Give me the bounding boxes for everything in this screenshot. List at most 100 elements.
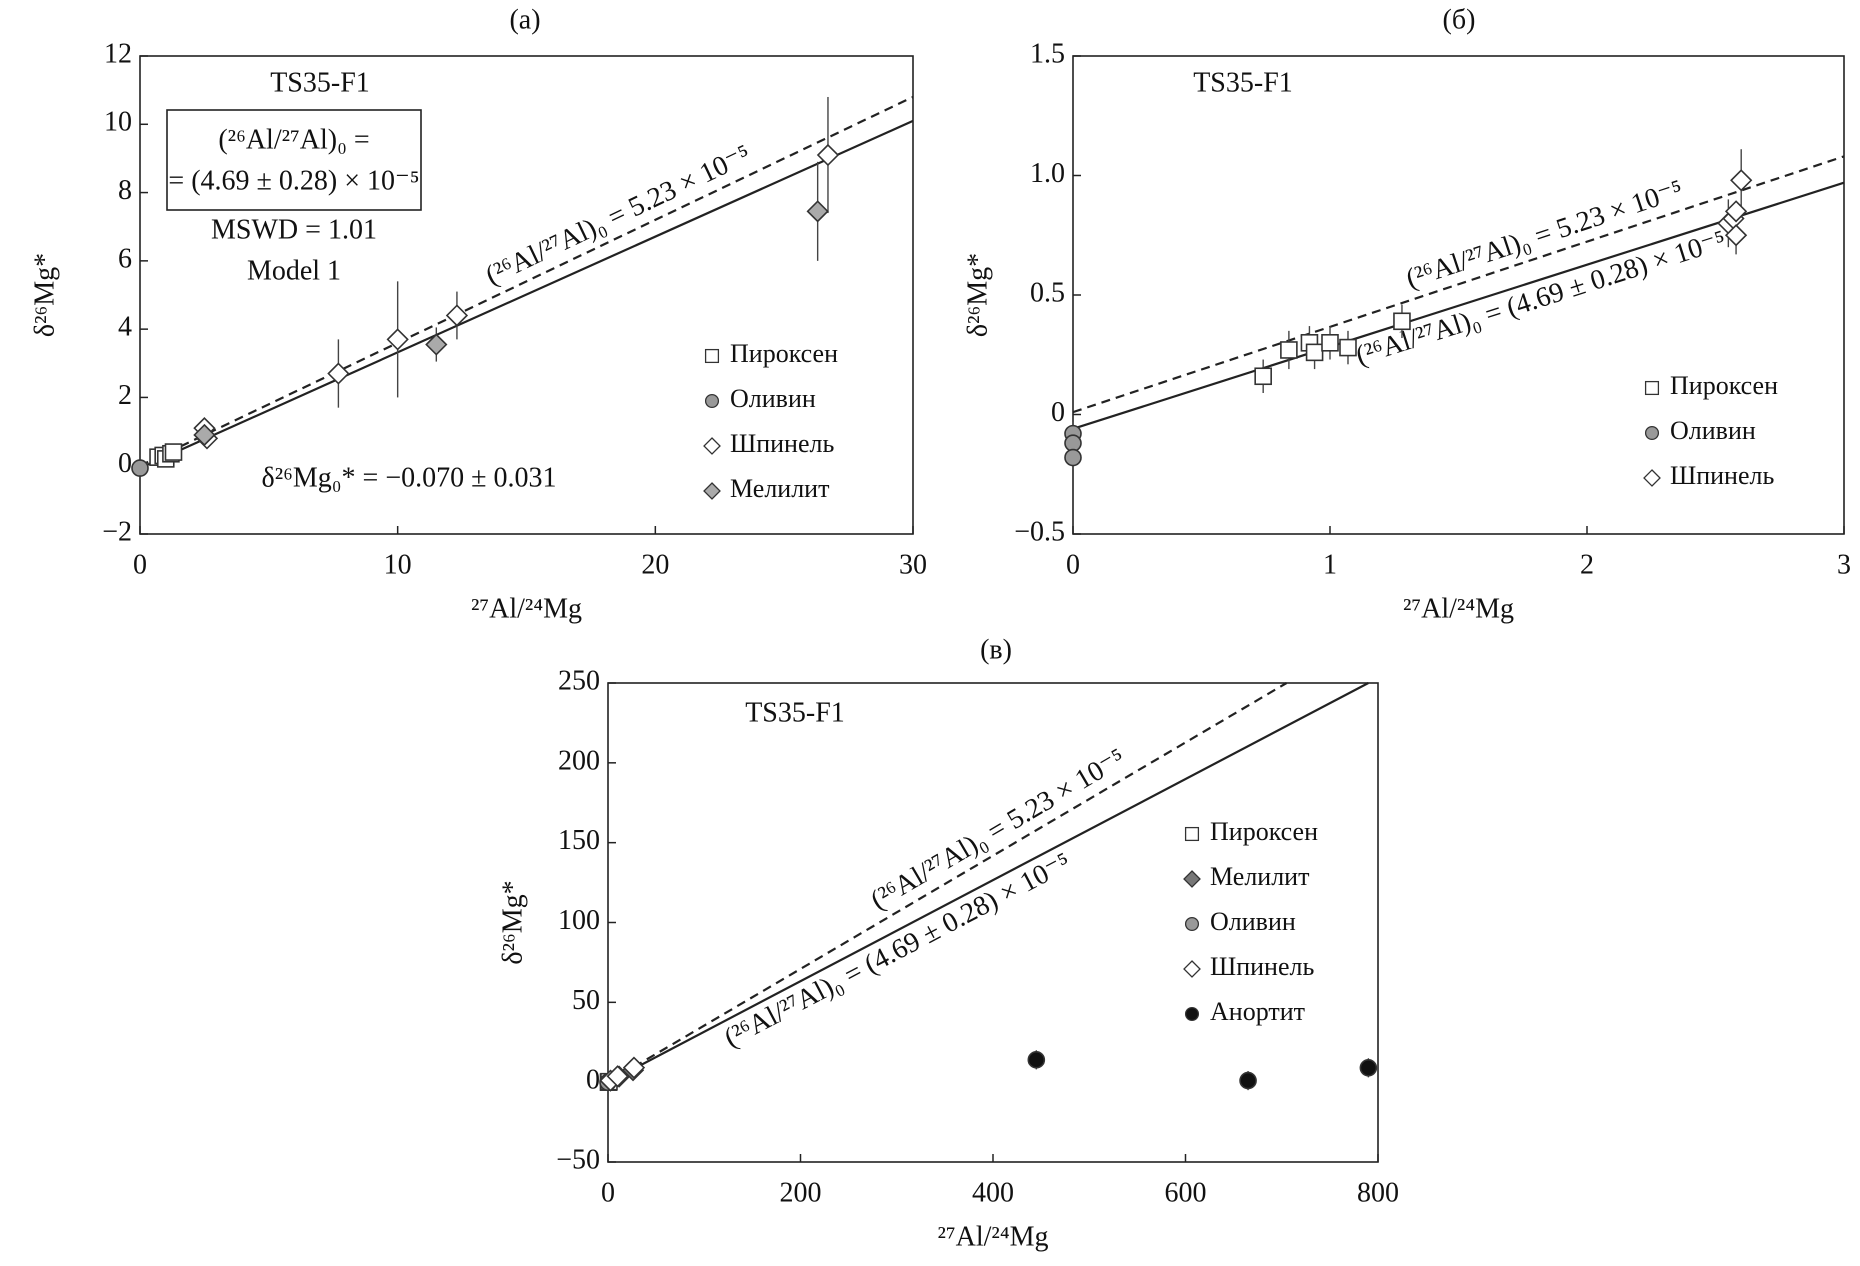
diamond-marker	[806, 200, 829, 223]
legend-entry: Оливин	[704, 384, 816, 413]
legend-label: Шпинель	[730, 429, 834, 458]
x-axis-label: ²⁷Al/²⁴Mg	[938, 1221, 1049, 1252]
legend-entry: Пироксен	[1184, 817, 1318, 846]
annotation: δ²⁶Mg₀* = −0.070 ± 0.031	[262, 462, 557, 493]
x-tick-label: 1	[1323, 549, 1337, 580]
annotation: MSWD = 1.01	[211, 214, 377, 245]
panel-label: (б)	[1443, 4, 1476, 35]
square-marker	[1280, 341, 1298, 359]
legend-entry: Оливин	[1184, 907, 1296, 936]
panel-title: TS35-F1	[1193, 67, 1293, 98]
annotation: = (4.69 ± 0.28) × 10⁻⁵	[168, 165, 419, 196]
x-tick-label: 800	[1357, 1177, 1399, 1208]
legend-entry: Пироксен	[704, 339, 838, 368]
annotation-box	[166, 109, 422, 211]
diamond-marker	[425, 333, 448, 356]
legend-label: Оливин	[730, 384, 816, 413]
y-tick-label: 100	[558, 905, 600, 936]
legend-label: Мелилит	[730, 474, 829, 503]
diamond-marker	[445, 304, 469, 327]
y-tick-label: 150	[558, 825, 600, 856]
y-tick-label: 4	[118, 312, 132, 343]
diamond-marker	[327, 362, 350, 385]
legend-marker	[704, 393, 720, 409]
y-tick-label: 0	[1051, 397, 1065, 428]
legend-label: Анортит	[1210, 997, 1305, 1026]
line-label: (²⁶Al/²⁷Al)₀ = 5.23 × 10⁻⁵	[481, 139, 756, 292]
x-tick-label: 10	[384, 549, 412, 580]
annotation: (²⁶Al/²⁷Al)₀ =	[218, 124, 369, 155]
y-tick-label: −0.5	[1014, 516, 1065, 547]
legend-label: Шпинель	[1210, 952, 1314, 981]
circle-marker	[1027, 1051, 1046, 1069]
plot-frame	[139, 55, 914, 535]
legend-label: Пироксен	[730, 339, 838, 368]
circle-marker	[1359, 1058, 1378, 1077]
legend-entry: Мелилит	[1183, 862, 1309, 891]
y-tick-label: 12	[104, 38, 132, 69]
square-marker	[164, 443, 183, 461]
square-marker	[1254, 367, 1272, 386]
diamond-marker	[606, 1065, 629, 1088]
legend-label: Пироксен	[1670, 371, 1778, 400]
x-tick-label: 200	[780, 1177, 822, 1208]
y-tick-label: 1.0	[1030, 158, 1065, 189]
legend-entry: Шпинель	[703, 429, 834, 458]
legend-marker	[1183, 960, 1201, 978]
panel-label: (а)	[509, 4, 540, 35]
y-tick-label: 8	[118, 175, 132, 206]
y-tick-label: 0	[118, 448, 132, 479]
y-tick-label: 2	[118, 380, 132, 411]
y-axis-label: δ²⁶Mg*	[962, 253, 993, 337]
diamond-marker	[386, 328, 409, 351]
circle-marker	[131, 459, 149, 477]
fit-line	[607, 682, 1288, 1084]
annotation: Model 1	[247, 255, 341, 286]
fit-line	[139, 95, 914, 467]
legend-entry: Оливин	[1644, 416, 1756, 445]
y-tick-label: 200	[558, 745, 600, 776]
x-tick-label: 400	[972, 1177, 1014, 1208]
x-tick-label: 0	[1066, 549, 1080, 580]
legend-entry: Анортит	[1184, 997, 1305, 1026]
x-tick-label: 0	[601, 1177, 615, 1208]
y-tick-label: 250	[558, 665, 600, 696]
legend-label: Пироксен	[1210, 817, 1318, 846]
x-tick-label: 0	[133, 549, 147, 580]
legend-marker	[1644, 425, 1660, 441]
diamond-marker	[622, 1056, 646, 1079]
y-tick-label: 0	[586, 1065, 600, 1096]
y-tick-label: 1.5	[1030, 38, 1065, 69]
square-marker	[1393, 312, 1411, 331]
legend-label: Мелилит	[1210, 862, 1309, 891]
x-tick-label: 20	[641, 549, 669, 580]
legend-marker	[1184, 916, 1200, 932]
x-tick-label: 30	[899, 549, 927, 580]
x-tick-label: 3	[1837, 549, 1851, 580]
legend-entry: Шпинель	[1183, 952, 1314, 981]
legend-marker	[1183, 870, 1201, 888]
legend-marker	[1184, 826, 1200, 842]
y-axis-label: δ²⁶Mg*	[29, 253, 60, 337]
diamond-marker	[816, 143, 840, 167]
legend-marker	[703, 437, 721, 455]
y-tick-label: −50	[556, 1144, 600, 1175]
y-axis-label: δ²⁶Mg*	[497, 880, 528, 964]
square-marker	[1305, 343, 1324, 362]
circle-marker	[1064, 448, 1082, 467]
x-axis-label: ²⁷Al/²⁴Mg	[1403, 593, 1514, 624]
diamond-marker	[1730, 169, 1753, 192]
x-axis-label: ²⁷Al/²⁴Mg	[471, 593, 582, 624]
y-tick-label: −2	[102, 516, 132, 547]
legend-entry: Шпинель	[1643, 461, 1774, 490]
legend-marker	[1184, 1006, 1200, 1022]
legend-label: Оливин	[1670, 416, 1756, 445]
panel-label: (в)	[980, 634, 1012, 665]
diamond-marker	[1724, 224, 1748, 247]
fit-line	[607, 682, 1369, 1084]
diamond-marker	[1724, 200, 1748, 223]
legend-label: Оливин	[1210, 907, 1296, 936]
legend-label: Шпинель	[1670, 461, 1774, 490]
legend-marker	[703, 482, 721, 500]
